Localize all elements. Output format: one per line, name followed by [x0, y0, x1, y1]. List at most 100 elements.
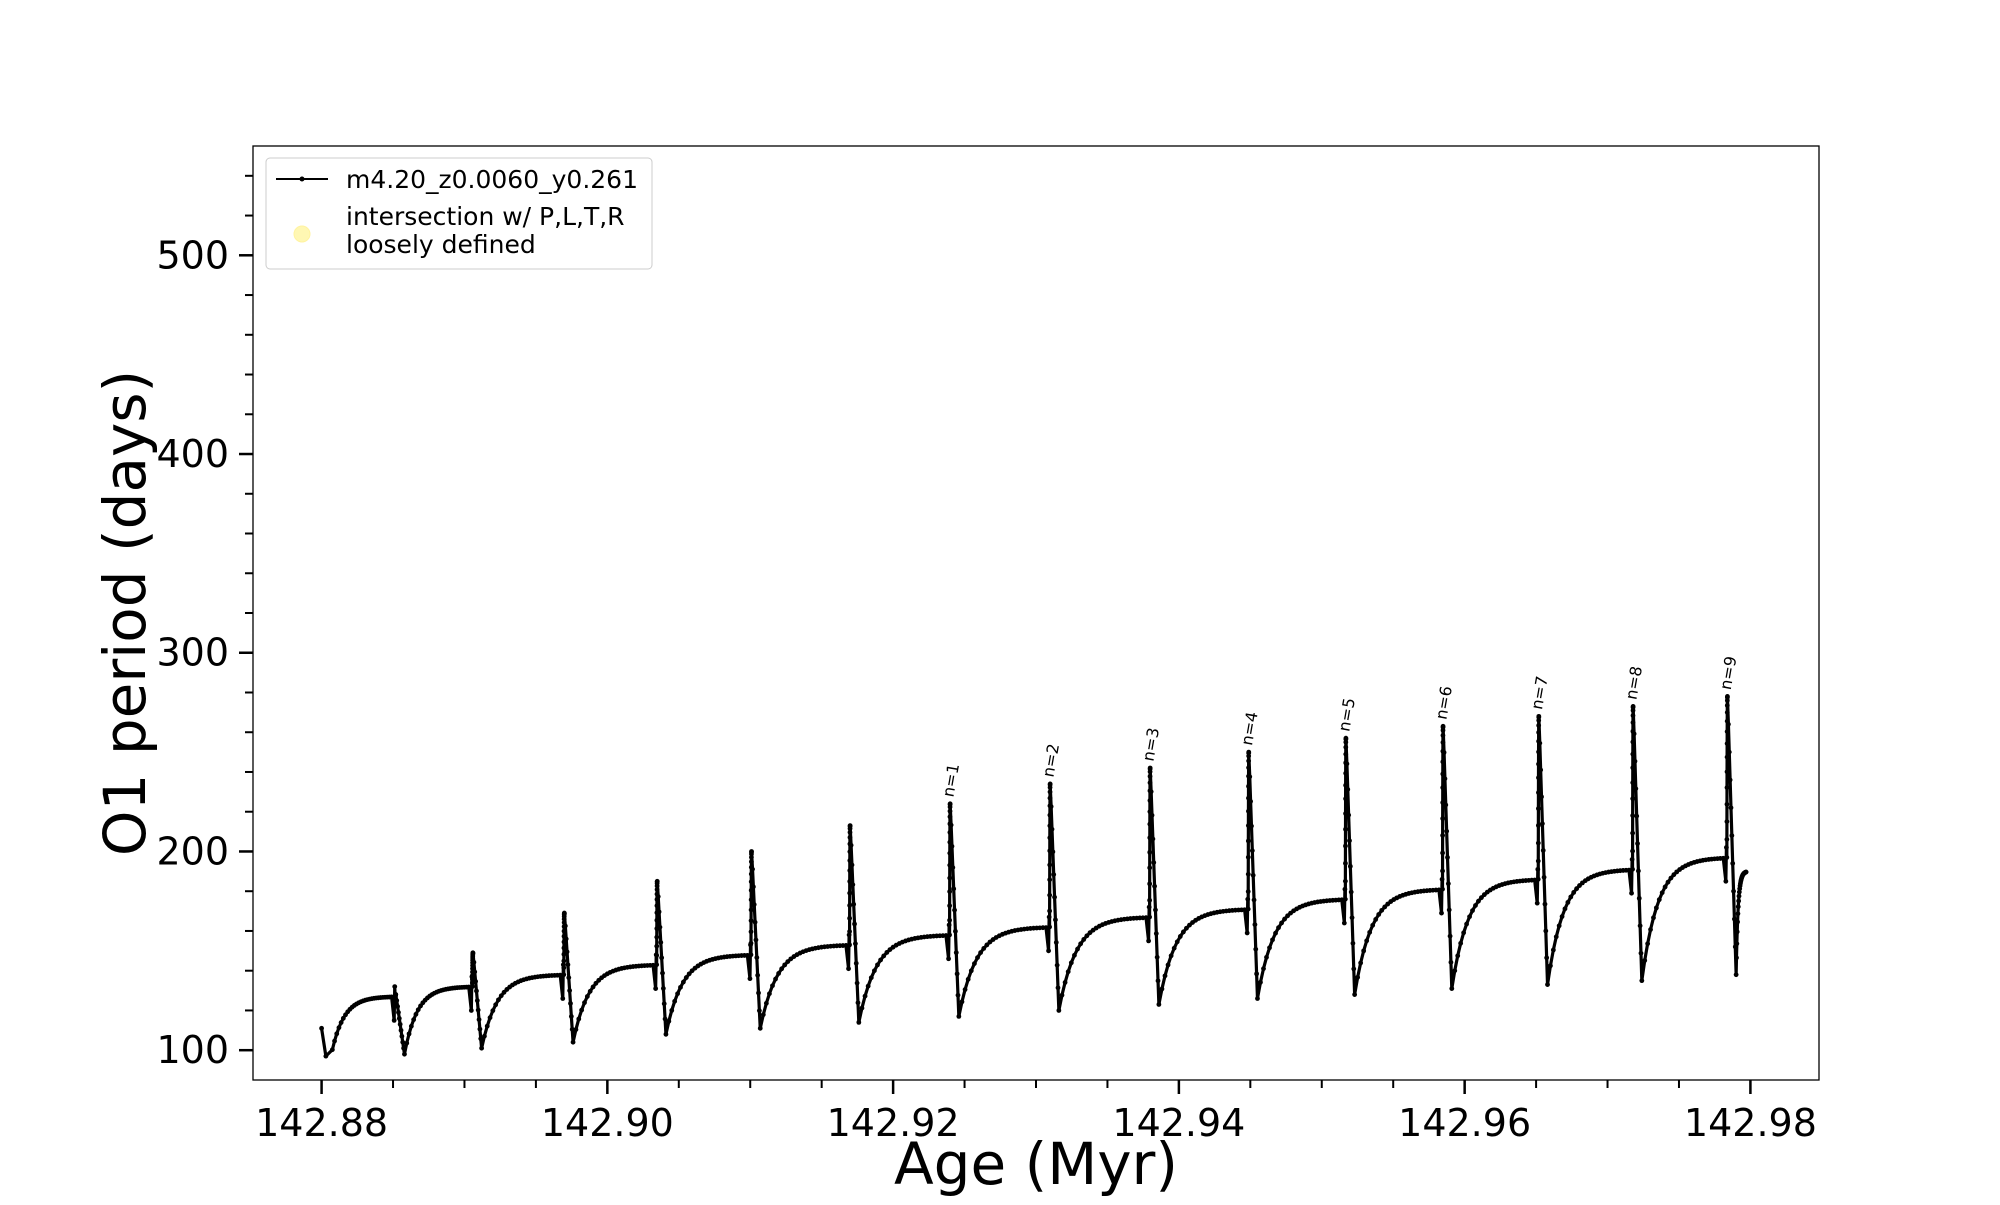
data-point — [1548, 963, 1553, 969]
data-point — [1343, 735, 1349, 741]
data-point — [406, 1031, 412, 1037]
data-point — [1556, 923, 1562, 929]
data-point — [1442, 776, 1448, 782]
data-point — [469, 984, 475, 989]
data-point — [1344, 761, 1350, 767]
data-point — [487, 1015, 493, 1021]
data-point — [1246, 783, 1251, 789]
data-point — [948, 822, 954, 828]
data-point — [1727, 777, 1733, 783]
data-point — [1443, 802, 1449, 808]
legend-box — [265, 157, 653, 270]
data-point — [1247, 774, 1253, 780]
data-point — [1343, 796, 1348, 802]
data-point — [397, 1021, 403, 1027]
data-point — [975, 955, 980, 961]
data-point — [1341, 920, 1347, 926]
data-point — [1536, 775, 1541, 781]
data-point — [1630, 830, 1636, 836]
data-point — [748, 940, 754, 946]
data-point — [1246, 749, 1252, 755]
data-point — [1538, 767, 1544, 773]
data-point — [1728, 805, 1734, 811]
data-point — [1574, 886, 1580, 892]
legend-dot-marker — [299, 176, 305, 182]
data-point — [660, 985, 666, 991]
data-point — [1452, 968, 1458, 974]
data-point — [1062, 980, 1068, 985]
data-point — [854, 980, 860, 986]
data-point — [1729, 833, 1735, 838]
data-point — [1550, 947, 1556, 953]
data-point — [1724, 754, 1730, 760]
data-point — [1355, 974, 1361, 980]
data-point — [1151, 860, 1157, 865]
data-point — [1351, 966, 1357, 972]
data-point — [1065, 969, 1071, 975]
data-point — [656, 909, 662, 915]
data-point — [981, 946, 987, 951]
data-point — [666, 1018, 672, 1024]
data-point — [1251, 897, 1257, 903]
data-point — [1046, 914, 1052, 920]
data-point — [391, 1017, 397, 1023]
data-point — [763, 1000, 769, 1006]
peak-annotation: n=2 — [1039, 742, 1064, 779]
data-point — [661, 1001, 667, 1007]
data-point — [1440, 868, 1445, 874]
data-point — [565, 962, 571, 968]
data-point — [411, 1017, 417, 1023]
data-point — [1245, 906, 1251, 912]
peak-annotation: n=8 — [1622, 665, 1647, 702]
data-point — [1723, 878, 1729, 884]
data-point — [1724, 837, 1730, 842]
data-point — [1245, 854, 1251, 860]
data-point — [476, 1017, 482, 1022]
data-point — [568, 1014, 574, 1019]
data-point — [1047, 812, 1053, 818]
data-point — [1047, 789, 1053, 795]
data-point — [853, 941, 858, 947]
data-point — [773, 976, 778, 982]
data-point — [561, 965, 567, 971]
data-point — [1445, 881, 1451, 887]
data-point — [561, 928, 567, 934]
data-point — [672, 998, 678, 1004]
data-point — [1630, 765, 1636, 771]
data-point — [1731, 888, 1736, 894]
data-point — [1539, 821, 1545, 827]
data-point — [408, 1023, 414, 1029]
plot-layer — [319, 694, 1749, 1059]
data-point — [947, 903, 953, 909]
data-point — [1559, 914, 1565, 919]
legend: m4.20_z0.0060_y0.261 intersection w/ P,L… — [265, 157, 653, 270]
data-point — [472, 969, 478, 975]
data-point — [1743, 869, 1749, 875]
data-point — [1724, 801, 1730, 807]
data-point — [1270, 937, 1275, 943]
data-point — [1347, 863, 1353, 869]
data-point — [1159, 986, 1165, 992]
data-point — [1532, 877, 1538, 883]
data-point — [1242, 907, 1248, 913]
data-point — [1535, 840, 1541, 846]
data-point — [1536, 790, 1541, 795]
data-point — [1276, 925, 1281, 931]
data-point — [951, 886, 957, 892]
data-point — [1545, 982, 1550, 988]
data-point — [972, 961, 977, 966]
data-point — [319, 1025, 324, 1031]
data-point — [862, 993, 868, 999]
data-point — [482, 1033, 487, 1039]
data-point — [340, 1015, 346, 1021]
data-point — [1249, 823, 1254, 829]
data-point — [389, 994, 394, 1000]
data-point — [1542, 901, 1548, 907]
data-point — [1075, 946, 1080, 952]
data-point — [747, 976, 753, 982]
data-point — [1633, 786, 1639, 792]
data-point — [560, 996, 566, 1001]
data-point — [1343, 782, 1349, 788]
data-point — [1448, 959, 1454, 965]
